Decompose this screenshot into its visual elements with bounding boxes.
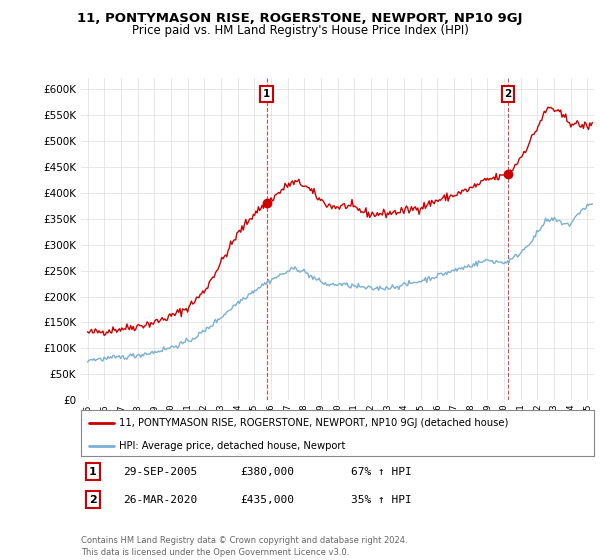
- Text: 2: 2: [505, 89, 512, 99]
- Text: £435,000: £435,000: [240, 494, 294, 505]
- Text: 11, PONTYMASON RISE, ROGERSTONE, NEWPORT, NP10 9GJ (detached house): 11, PONTYMASON RISE, ROGERSTONE, NEWPORT…: [119, 418, 509, 428]
- Text: Contains HM Land Registry data © Crown copyright and database right 2024.
This d: Contains HM Land Registry data © Crown c…: [81, 536, 407, 557]
- Text: 1: 1: [263, 89, 271, 99]
- Text: 1: 1: [89, 466, 97, 477]
- Text: 29-SEP-2005: 29-SEP-2005: [123, 466, 197, 477]
- Text: £380,000: £380,000: [240, 466, 294, 477]
- Text: 35% ↑ HPI: 35% ↑ HPI: [351, 494, 412, 505]
- Text: 26-MAR-2020: 26-MAR-2020: [123, 494, 197, 505]
- Text: 67% ↑ HPI: 67% ↑ HPI: [351, 466, 412, 477]
- Text: 11, PONTYMASON RISE, ROGERSTONE, NEWPORT, NP10 9GJ: 11, PONTYMASON RISE, ROGERSTONE, NEWPORT…: [77, 12, 523, 25]
- Text: HPI: Average price, detached house, Newport: HPI: Average price, detached house, Newp…: [119, 441, 346, 451]
- Text: 2: 2: [89, 494, 97, 505]
- Text: Price paid vs. HM Land Registry's House Price Index (HPI): Price paid vs. HM Land Registry's House …: [131, 24, 469, 36]
